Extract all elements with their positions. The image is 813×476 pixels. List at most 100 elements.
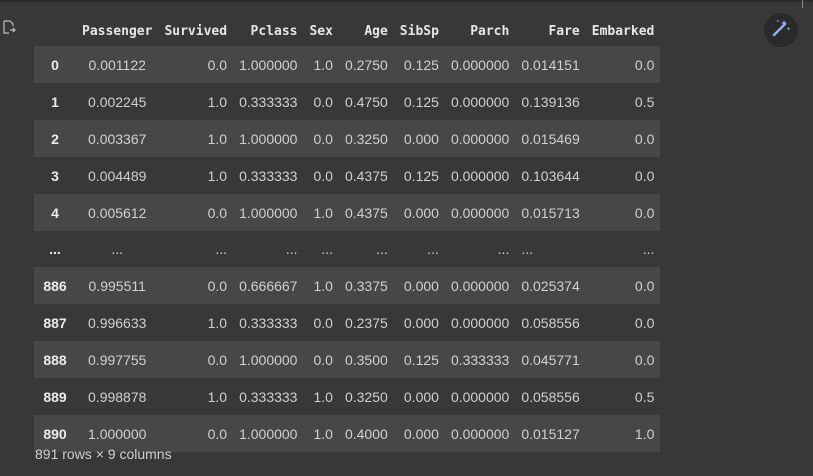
table-cell-fare: 0.015127 — [515, 415, 586, 452]
column-header-embarked: Embarked — [591, 23, 655, 39]
table-cell-fare: 0.058556 — [515, 304, 586, 341]
table-cell-sibsp: 0.125 — [393, 157, 445, 194]
table-cell-embarked: 0.5 — [585, 378, 661, 415]
table-cell-parch: 0.000000 — [444, 83, 516, 120]
table-cell-fare: 0.014151 — [515, 46, 586, 83]
table-cell-survived: 1.0 — [158, 304, 234, 341]
index-header — [34, 16, 76, 46]
table-cell-embarked: 0.5 — [585, 83, 661, 120]
table-cell-pclass: 0.666667 — [233, 267, 304, 304]
toolbar-tick — [802, 0, 803, 8]
cell-top-border — [0, 0, 813, 2]
table-row: 2 0.003367 1.0 1.000000 0.0 0.3250 0.000 0.0000… — [34, 120, 661, 157]
output-redirect-icon[interactable] — [2, 20, 16, 34]
table-cell-parch: 0.000000 — [444, 157, 516, 194]
table-cell-parch: 0.000000 — [444, 194, 516, 231]
table-cell-survived: 1.0 — [158, 157, 234, 194]
table-cell-fare: 0.103644 — [515, 157, 586, 194]
table-cell-sex: 1.0 — [303, 46, 339, 83]
table-cell-fare: 0.058556 — [515, 378, 586, 415]
table-cell-survived: ... — [158, 231, 234, 267]
magic-wand-button[interactable] — [764, 13, 798, 47]
table-header-row: Passenger Survived Pclass Sex Age SibSp Parch F… — [34, 16, 660, 46]
table-cell-survived: 0.0 — [158, 341, 234, 378]
table-cell-age: 0.2375 — [338, 304, 394, 341]
table-cell-parch: 0.000000 — [444, 46, 516, 83]
table-row: 888 0.997755 0.0 1.000000 0.0 0.3500 0.125 0.33… — [34, 341, 661, 378]
table-cell-embarked: 1.0 — [585, 415, 661, 452]
magic-wand-icon — [770, 17, 792, 44]
row-index: ... — [34, 231, 76, 267]
row-index: 2 — [34, 120, 76, 157]
table-cell-embarked: 0.0 — [585, 120, 661, 157]
table-cell-survived: 0.0 — [158, 267, 234, 304]
table-cell-fare: ... — [515, 231, 586, 267]
table-cell-age: ... — [338, 231, 394, 267]
table-cell-fare: 0.025374 — [515, 267, 586, 304]
table-cell-passenger: 1.000000 — [76, 415, 159, 452]
table-cell-survived: 1.0 — [158, 120, 234, 157]
table-cell-passenger: ... — [76, 231, 159, 267]
table-cell-sibsp: 0.125 — [393, 341, 445, 378]
table-cell-parch: ... — [444, 231, 516, 267]
table-cell-passenger: 0.003367 — [76, 120, 159, 157]
table-cell-sibsp: 0.000 — [393, 267, 445, 304]
table-cell-passenger: 0.004489 — [76, 157, 159, 194]
table-cell-age: 0.3250 — [338, 378, 394, 415]
table-cell-sibsp: ... — [393, 231, 445, 267]
table-cell-embarked: 0.0 — [585, 304, 661, 341]
table-cell-embarked: 0.0 — [585, 341, 661, 378]
table-cell-age: 0.3375 — [338, 267, 394, 304]
table-cell-parch: 0.000000 — [444, 304, 516, 341]
table-cell-pclass: 1.000000 — [233, 120, 304, 157]
table-cell-sex: 1.0 — [303, 415, 339, 452]
dataframe-shape-footer: 891 rows × 9 columns — [35, 446, 172, 462]
table-cell-age: 0.4375 — [338, 194, 394, 231]
table-cell-survived: 1.0 — [158, 378, 234, 415]
table-cell-sibsp: 0.000 — [393, 120, 445, 157]
column-header-sibsp: SibSp — [399, 23, 439, 39]
table-cell-sex: 1.0 — [303, 194, 339, 231]
row-index: 886 — [34, 267, 76, 304]
table-row: 4 0.005612 0.0 1.000000 1.0 0.4375 0.000 0.0000… — [34, 194, 661, 231]
table-cell-embarked: 0.0 — [585, 157, 661, 194]
table-cell-sibsp: 0.000 — [393, 415, 445, 452]
row-index: 890 — [34, 415, 76, 452]
table-body: 0 0.001122 0.0 1.000000 1.0 0.2750 0.125 0.0000… — [34, 46, 661, 452]
table-cell-survived: 1.0 — [158, 83, 234, 120]
column-header-survived: Survived — [164, 23, 228, 39]
column-header-fare: Fare — [548, 23, 580, 39]
table-cell-sex: 0.0 — [303, 341, 339, 378]
table-cell-pclass: 1.000000 — [233, 194, 304, 231]
table-cell-survived: 0.0 — [158, 194, 234, 231]
table-cell-passenger: 0.001122 — [76, 46, 159, 83]
table-cell-pclass: 0.333333 — [233, 378, 304, 415]
table-cell-sibsp: 0.000 — [393, 378, 445, 415]
table-cell-pclass: 1.000000 — [233, 46, 304, 83]
table-row: 890 1.000000 0.0 1.000000 1.0 0.4000 0.000 0.00… — [34, 415, 661, 452]
table-cell-survived: 0.0 — [158, 46, 234, 83]
table-cell-age: 0.4750 — [338, 83, 394, 120]
row-index: 4 — [34, 194, 76, 231]
table-cell-sex: 1.0 — [303, 267, 339, 304]
table-cell-age: 0.3250 — [338, 120, 394, 157]
table-cell-embarked: ... — [585, 231, 661, 267]
table-cell-pclass: 0.333333 — [233, 304, 304, 341]
table-cell-parch: 0.000000 — [444, 378, 516, 415]
table-row: 1 0.002245 1.0 0.333333 0.0 0.4750 0.125 0.0000… — [34, 83, 661, 120]
table-cell-age: 0.4000 — [338, 415, 394, 452]
table-cell-pclass: 1.000000 — [233, 341, 304, 378]
table-cell-sex: 0.0 — [303, 120, 339, 157]
table-cell-parch: 0.333333 — [444, 341, 516, 378]
table-row: 3 0.004489 1.0 0.333333 0.0 0.4375 0.125 0.0000… — [34, 157, 661, 194]
row-index: 3 — [34, 157, 76, 194]
row-index: 889 — [34, 378, 76, 415]
table-cell-sex: ... — [303, 231, 339, 267]
table-cell-sibsp: 0.125 — [393, 46, 445, 83]
column-header-sex: Sex — [309, 23, 333, 39]
table-cell-passenger: 0.997755 — [76, 341, 159, 378]
table-cell-passenger: 0.996633 — [76, 304, 159, 341]
table-cell-sex: 0.0 — [303, 157, 339, 194]
table-cell-sibsp: 0.000 — [393, 304, 445, 341]
table-cell-passenger: 0.995511 — [76, 267, 159, 304]
